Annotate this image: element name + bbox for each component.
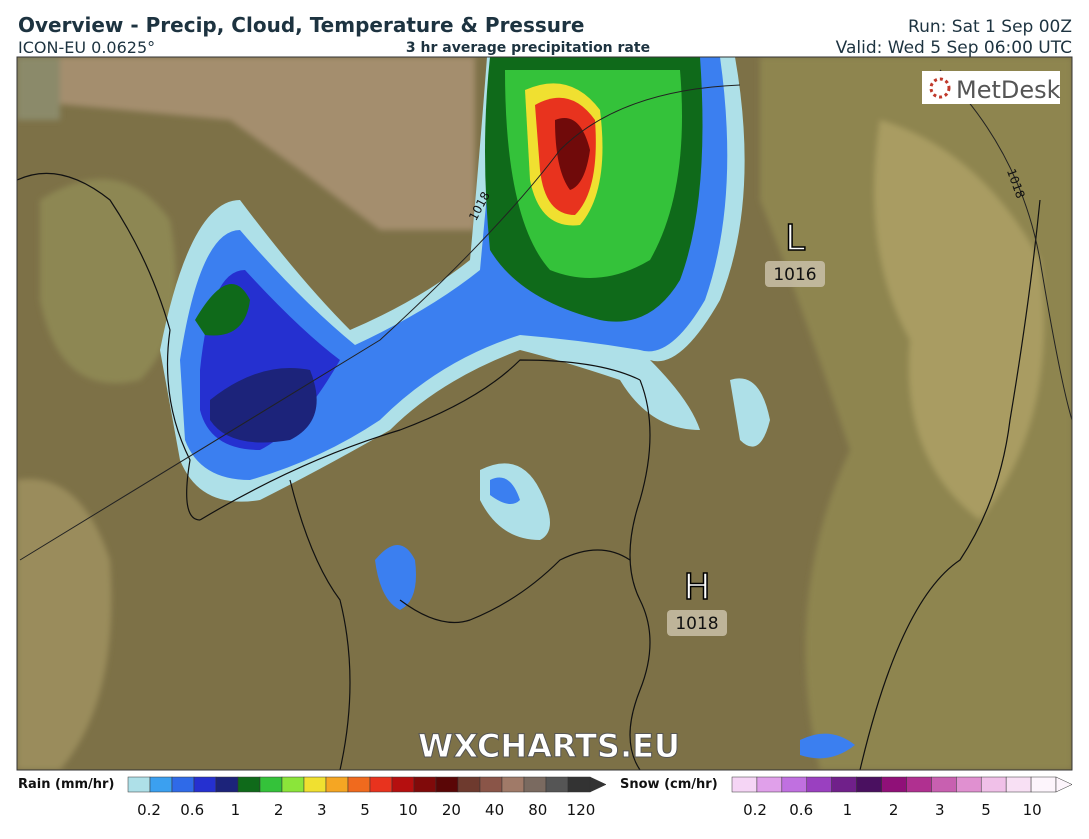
legend-tick-label: 0.2 — [743, 801, 767, 819]
legend-label: Snow (cm/hr) — [620, 777, 718, 792]
legend-swatch — [906, 776, 932, 793]
legend-swatch — [1030, 776, 1057, 793]
pressure-value: 1016 — [773, 265, 816, 285]
legend-swatch — [347, 776, 371, 793]
pressure-value-box — [765, 261, 825, 287]
legend-swatch — [523, 776, 547, 793]
legend-swatch — [931, 776, 957, 793]
legend-tick-label: 10 — [399, 801, 418, 819]
map — [17, 57, 1072, 770]
legend-tick-label: 80 — [528, 801, 547, 819]
legend-swatch — [127, 776, 151, 793]
legend-swatch — [956, 776, 982, 793]
legend-swatch — [149, 776, 173, 793]
legend-swatch — [413, 776, 437, 793]
legend-swatch — [325, 776, 349, 793]
legend-swatch — [881, 776, 907, 793]
valid-time: Valid: Wed 5 Sep 06:00 UTC — [836, 38, 1072, 58]
legend-swatch — [781, 776, 808, 793]
logo-icon — [929, 77, 951, 99]
legend-swatch — [501, 776, 525, 793]
legend-swatch — [369, 776, 393, 793]
pressure-symbol: L — [785, 218, 805, 259]
legend-swatch — [756, 776, 783, 793]
legend-swatch — [567, 776, 591, 793]
legend-tick-label: 1 — [843, 801, 853, 819]
legend-swatch — [435, 776, 459, 793]
land-shading — [17, 57, 1072, 770]
legend-tick-label: 120 — [567, 801, 596, 819]
legend-swatch — [856, 776, 882, 793]
map-frame — [16, 56, 1073, 771]
legend-swatch — [1005, 776, 1032, 793]
model: ICON-EU 0.0625° — [18, 38, 155, 57]
legend-swatch — [193, 776, 217, 793]
isobars — [19, 69, 1072, 561]
pressure-symbol: H — [683, 567, 710, 608]
legend-tick-label: 10 — [1023, 801, 1042, 819]
logo-box — [922, 71, 1060, 104]
legend-tick-label: 0.6 — [789, 801, 813, 819]
legend-tick-label: 2 — [889, 801, 899, 819]
legend-tick-label: 2 — [274, 801, 284, 819]
legend-swatch — [171, 776, 195, 793]
legend-tick-label: 5 — [360, 801, 370, 819]
subtitle: 3 hr average precipitation rate — [406, 40, 650, 56]
legend-swatch — [479, 776, 503, 793]
legend-tick-label: 3 — [317, 801, 327, 819]
legend-label: Rain (mm/hr) — [18, 777, 114, 792]
legend-swatch — [215, 776, 239, 793]
legend-swatch — [237, 776, 261, 793]
legend: Rain (mm/hr) 0.2 0.6 1 2 3 5 10 20 40 80 120 Snow (c… — [18, 776, 1073, 819]
legend-swatch — [731, 776, 758, 793]
borders — [17, 172, 1041, 770]
legend-swatch — [831, 776, 857, 793]
legend-swatch — [545, 776, 569, 793]
legend-tick-label: 0.2 — [137, 801, 161, 819]
watermark: WXCHARTS.EU — [418, 727, 680, 765]
legend-arrow — [589, 776, 607, 793]
legend-swatch — [806, 776, 832, 793]
legend-swatch — [281, 776, 305, 793]
legend-swatch — [259, 776, 283, 793]
legend-swatch — [457, 776, 481, 793]
legend-tick-label: 1 — [231, 801, 241, 819]
pressure-value: 1018 — [675, 614, 718, 634]
precipitation — [160, 57, 855, 759]
legend-swatch — [303, 776, 327, 793]
legend-tick-label: 0.6 — [180, 801, 204, 819]
legend-swatch — [391, 776, 415, 793]
legend-tick-label: 20 — [442, 801, 461, 819]
legend-swatch — [980, 776, 1007, 793]
legend-tick-label: 3 — [935, 801, 945, 819]
legend-arrow — [1055, 776, 1073, 793]
logo: MetDesk — [956, 76, 1061, 104]
legend-tick-label: 40 — [485, 801, 504, 819]
pressure-value-box — [667, 610, 727, 636]
title: Overview - Precip, Cloud, Temperature & … — [18, 13, 584, 37]
run: Run: Sat 1 Sep 00Z — [908, 17, 1072, 37]
legend-tick-label: 5 — [981, 801, 991, 819]
